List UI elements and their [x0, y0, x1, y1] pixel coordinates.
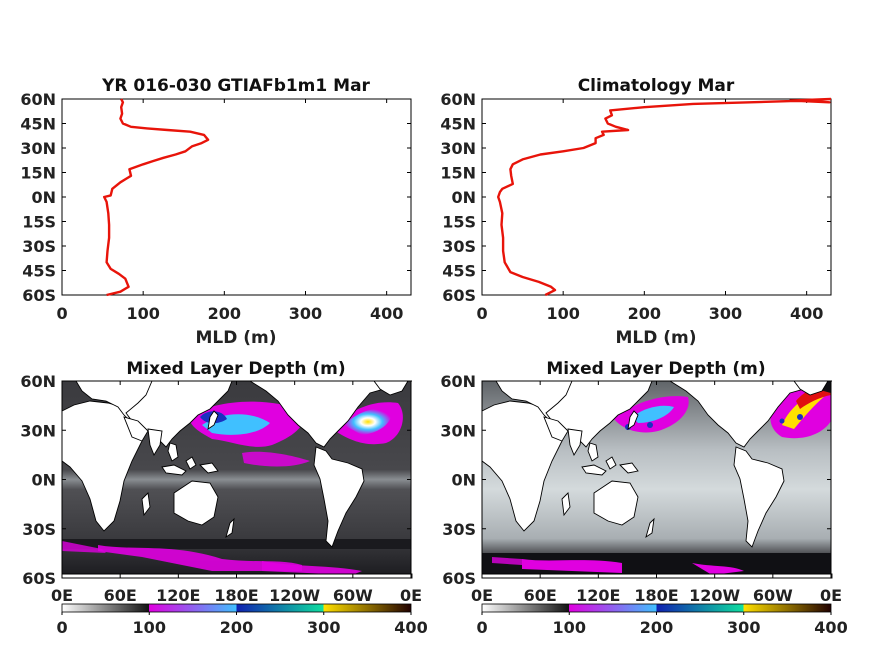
- plot-frame: [481, 98, 832, 296]
- y-tick-label: 60S: [22, 569, 56, 588]
- x-tick-group: 0 100 200 300 400: [56, 99, 403, 323]
- colorbar-left: 0 100 200 300 400: [56, 603, 428, 637]
- x-tick-label: 200: [208, 304, 241, 323]
- colorbar-tick-label: 200: [220, 618, 253, 637]
- x-tick-label: 120W: [689, 586, 740, 605]
- y-tick-label: 45S: [22, 262, 56, 281]
- y-tick-label: 30S: [22, 237, 56, 256]
- x-tick-label: 400: [790, 304, 823, 323]
- y-tick-group: 60N 45N 30N 15N 0N 15S 30S 45S 60S: [20, 90, 411, 305]
- colorbar-tick-label: 100: [553, 618, 586, 637]
- y-tick-label: 15N: [20, 164, 56, 183]
- map-title: Mixed Layer Depth (m): [126, 359, 345, 379]
- y-tick-label: 30S: [442, 237, 476, 256]
- y-tick-group: 60N 30N 0N 30S 60S: [20, 372, 411, 588]
- y-tick-label: 30S: [22, 520, 56, 539]
- profile-panel-left: YR 016-030 GTIAFb1m1 Mar 60N 45N 30N 15N 0N 1…: [20, 76, 412, 348]
- colorbar-tick-label: 0: [56, 618, 67, 637]
- y-tick-label: 0N: [31, 471, 56, 490]
- x-tick-group: 0 100 200 300 400: [476, 99, 823, 323]
- x-tick-label: 0: [56, 304, 67, 323]
- profile-panel-right: Climatology Mar 60N45N30N15N0N15S30S45S6…: [440, 76, 832, 348]
- x-tick-label: 200: [628, 304, 661, 323]
- y-tick-label: 30N: [440, 139, 476, 158]
- colorbar-right: 0 100 200 300 400: [476, 603, 848, 637]
- y-tick-label: 30N: [20, 139, 56, 158]
- colorbar-tick-group: 0 100 200 300 400: [56, 612, 428, 637]
- y-tick-label: 45S: [442, 262, 476, 281]
- colorbar-tick-group: 0 100 200 300 400: [476, 612, 848, 637]
- x-tick-label: 0E: [471, 586, 493, 605]
- y-tick-label: 30N: [20, 421, 56, 440]
- y-tick-label: 15S: [442, 213, 476, 232]
- y-tick-label: 60S: [442, 569, 476, 588]
- x-axis-label: MLD (m): [195, 328, 276, 348]
- colorbar-tick-label: 300: [727, 618, 760, 637]
- x-tick-label: 180E: [634, 586, 678, 605]
- x-tick-label: 120E: [576, 586, 620, 605]
- x-tick-label: 100: [126, 304, 159, 323]
- x-tick-label: 180E: [214, 586, 258, 605]
- y-tick-label: 0N: [451, 188, 476, 207]
- colorbar-gradient: [481, 603, 832, 613]
- colorbar-tick-label: 400: [814, 618, 847, 637]
- y-tick-label: 0N: [451, 471, 476, 490]
- plot-frame: [61, 98, 412, 296]
- x-tick-label: 300: [709, 304, 742, 323]
- x-tick-label: 300: [289, 304, 322, 323]
- colorbar-tick-label: 0: [476, 618, 487, 637]
- chart-title: YR 016-030 GTIAFb1m1 Mar: [101, 76, 370, 96]
- x-tick-label: 0E: [51, 586, 73, 605]
- mld-profile-line: [497, 97, 832, 297]
- y-tick-label: 0N: [31, 188, 56, 207]
- x-tick-label: 60W: [333, 586, 373, 605]
- x-tick-label: 120E: [156, 586, 200, 605]
- colorbar-gradient: [61, 603, 412, 613]
- x-tick-label: 120W: [269, 586, 320, 605]
- mld-profile-line: [103, 98, 210, 297]
- x-tick-group: 0E 60E 120E 180E 120W 60W 0E: [51, 381, 422, 605]
- x-tick-label: 100: [546, 304, 579, 323]
- colorbar-tick-label: 300: [307, 618, 340, 637]
- x-tick-label: 400: [370, 304, 403, 323]
- y-tick-label: 45N: [440, 115, 476, 134]
- y-tick-label: 30N: [440, 421, 476, 440]
- x-tick-label: 60E: [524, 586, 557, 605]
- y-tick-label: 60N: [20, 90, 56, 109]
- map-title: Mixed Layer Depth (m): [546, 359, 765, 379]
- x-axis-label: MLD (m): [615, 328, 696, 348]
- x-tick-group: 0E 60E 120E 180E 120W 60W 0E: [471, 381, 842, 605]
- y-tick-label: 15S: [22, 213, 56, 232]
- x-tick-label: 0E: [820, 586, 842, 605]
- y-tick-group: 60N 30N 0N 30S 60S: [440, 372, 831, 588]
- y-tick-group: 60N 45N 30N 15N 0N 15S 30S 45S 60S: [440, 90, 831, 305]
- colorbar-tick-label: 200: [640, 618, 673, 637]
- x-tick-label: 0: [476, 304, 487, 323]
- y-tick-label: 30S: [442, 520, 476, 539]
- chart-title: Climatology Mar: [578, 76, 735, 96]
- x-tick-label: 0E: [400, 586, 422, 605]
- y-tick-label: 60N: [20, 372, 56, 391]
- y-tick-label: 15N: [440, 164, 476, 183]
- y-tick-label: 60N: [440, 372, 476, 391]
- y-tick-label: 60S: [442, 286, 476, 305]
- x-tick-label: 60W: [753, 586, 793, 605]
- y-tick-label: 45N: [20, 115, 56, 134]
- y-tick-label: 60N: [440, 90, 476, 109]
- x-tick-label: 60E: [104, 586, 137, 605]
- colorbar-tick-label: 100: [133, 618, 166, 637]
- colorbar-tick-label: 400: [394, 618, 427, 637]
- y-tick-label: 60S: [22, 286, 56, 305]
